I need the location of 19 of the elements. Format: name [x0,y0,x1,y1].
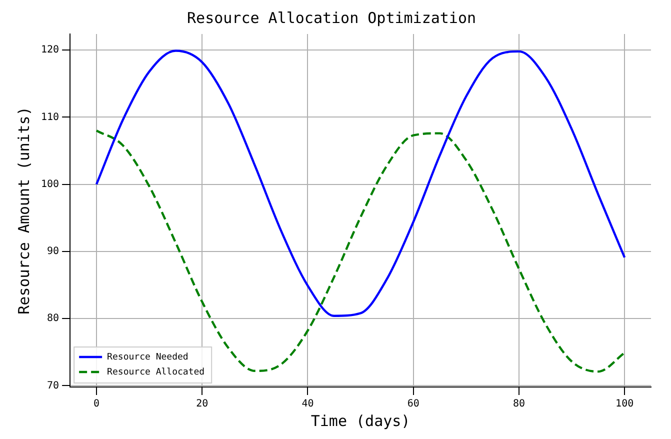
x-tick-label: 0 [93,398,100,410]
legend-label: Resource Needed [107,352,188,362]
legend-label: Resource Allocated [107,367,205,378]
x-tick-label: 20 [196,398,208,410]
x-tick-label: 80 [512,398,525,410]
y-tick-label: 80 [47,313,60,324]
y-tick-label: 120 [41,44,60,56]
x-axis-title: Time (days) [310,412,410,430]
x-tick-label: 100 [616,398,634,410]
y-tick-label: 110 [41,112,60,123]
y-tick-label: 70 [47,380,60,392]
y-axis-title: Resource Amount (units) [14,106,33,314]
y-tick-label: 90 [47,246,60,258]
x-tick-label: 60 [407,398,420,410]
y-tick-label: 100 [41,178,60,190]
line-series [95,130,626,373]
line-series [95,50,626,317]
chart-title: Resource Allocation Optimization [187,8,476,27]
x-tick-label: 40 [302,398,314,410]
